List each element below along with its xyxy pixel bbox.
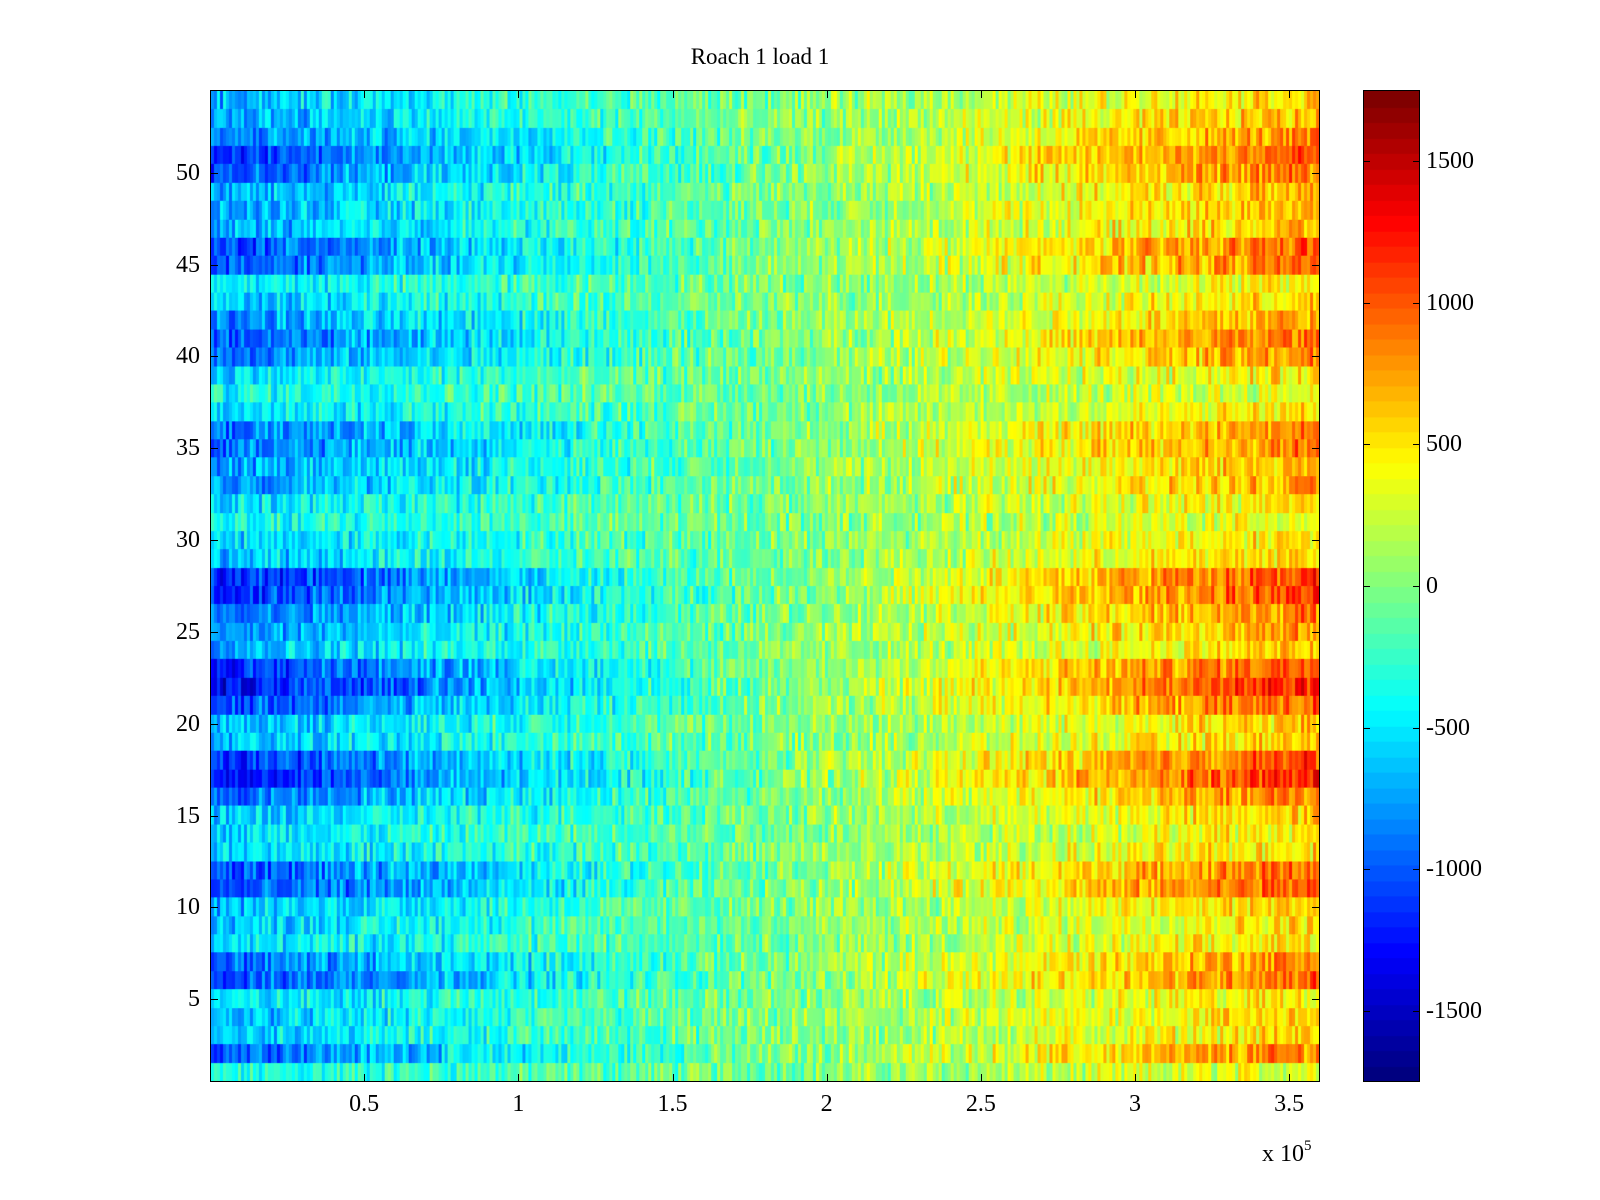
colorbar-tick-mark	[1363, 444, 1370, 446]
x-tick-mark	[518, 90, 520, 98]
y-tick-mark	[210, 172, 218, 174]
chart-title: Roach 1 load 1	[690, 44, 830, 69]
colorbar-tick-mark	[1413, 1011, 1420, 1013]
y-tick-mark	[1312, 264, 1320, 266]
heatmap-image	[211, 91, 1319, 1081]
y-tick-mark	[1312, 907, 1320, 909]
x-tick-label: 3	[1129, 1091, 1141, 1117]
y-tick-label: 5	[188, 986, 200, 1013]
x-tick-mark	[826, 90, 828, 98]
y-tick-mark	[1312, 999, 1320, 1001]
colorbar-tick-mark	[1363, 727, 1370, 729]
x-axis-exponent: x 105	[1262, 1138, 1312, 1168]
colorbar-tick-mark	[1413, 160, 1420, 162]
x-tick-mark	[364, 1074, 366, 1082]
x-tick-mark	[672, 1074, 674, 1082]
colorbar-tick-label: 1500	[1426, 147, 1474, 174]
y-tick-mark	[210, 264, 218, 266]
colorbar-tick-label: -1000	[1426, 856, 1482, 883]
x-tick-label: 2.5	[965, 1091, 996, 1117]
colorbar-tick-mark	[1363, 869, 1370, 871]
x-exponent-power: 5	[1304, 1138, 1312, 1154]
plot-area	[210, 90, 1320, 1082]
colorbar-tick-mark	[1413, 586, 1420, 587]
colorbar-tick-mark	[1413, 727, 1420, 729]
colorbar-tick-mark	[1413, 302, 1420, 304]
y-tick-label: 45	[176, 251, 200, 278]
y-tick-mark	[1312, 172, 1320, 174]
colorbar-tick-mark	[1363, 160, 1370, 162]
x-tick-mark	[980, 90, 982, 98]
y-tick-mark	[210, 999, 218, 1001]
x-tick-mark	[672, 90, 674, 98]
y-tick-mark	[210, 631, 218, 633]
colorbar-tick-mark	[1363, 1011, 1370, 1013]
colorbar	[1363, 90, 1420, 1082]
colorbar-tick-mark	[1413, 869, 1420, 871]
y-tick-mark	[1312, 723, 1320, 725]
x-tick-label: 1.5	[657, 1091, 688, 1117]
x-tick-label: 0.5	[349, 1091, 380, 1117]
colorbar-tick-label: -1500	[1426, 998, 1482, 1025]
x-tick-label: 1	[512, 1091, 525, 1117]
x-exponent-base: x 10	[1262, 1141, 1304, 1167]
y-tick-mark	[210, 723, 218, 725]
x-tick-mark	[1135, 90, 1136, 98]
y-tick-mark	[1312, 448, 1320, 450]
y-tick-mark	[210, 907, 218, 909]
x-tick-label: 2	[820, 1091, 833, 1117]
x-tick-mark	[826, 1074, 828, 1082]
x-tick-mark	[1289, 1074, 1291, 1082]
colorbar-tick-label: -500	[1426, 714, 1470, 741]
y-tick-label: 15	[176, 802, 200, 829]
y-tick-label: 50	[176, 159, 200, 186]
y-tick-label: 10	[176, 894, 200, 921]
colorbar-tick-mark	[1413, 444, 1420, 446]
y-tick-mark	[1312, 540, 1320, 542]
x-tick-mark	[1135, 1074, 1136, 1082]
colorbar-tick-mark	[1363, 586, 1370, 587]
colorbar-tick-label: 1000	[1426, 289, 1474, 316]
y-tick-mark	[210, 815, 218, 817]
y-tick-mark	[210, 448, 218, 450]
colorbar-tick-label: 500	[1426, 431, 1462, 458]
colorbar-tick-label: 0	[1426, 573, 1438, 599]
x-tick-mark	[364, 90, 366, 98]
y-tick-label: 20	[176, 710, 200, 737]
y-tick-label: 30	[176, 527, 200, 554]
colorbar-tick-mark	[1363, 302, 1370, 304]
x-tick-mark	[518, 1074, 520, 1082]
y-tick-label: 25	[176, 618, 200, 645]
y-tick-mark	[1312, 631, 1320, 633]
y-tick-mark	[210, 356, 218, 358]
x-tick-mark	[1289, 90, 1291, 98]
y-tick-mark	[210, 540, 218, 542]
y-tick-label: 40	[176, 343, 200, 370]
y-tick-mark	[1312, 815, 1320, 817]
y-tick-mark	[1312, 356, 1320, 358]
x-tick-mark	[980, 1074, 982, 1082]
y-tick-label: 35	[176, 435, 200, 462]
x-tick-label: 3.5	[1274, 1091, 1305, 1117]
